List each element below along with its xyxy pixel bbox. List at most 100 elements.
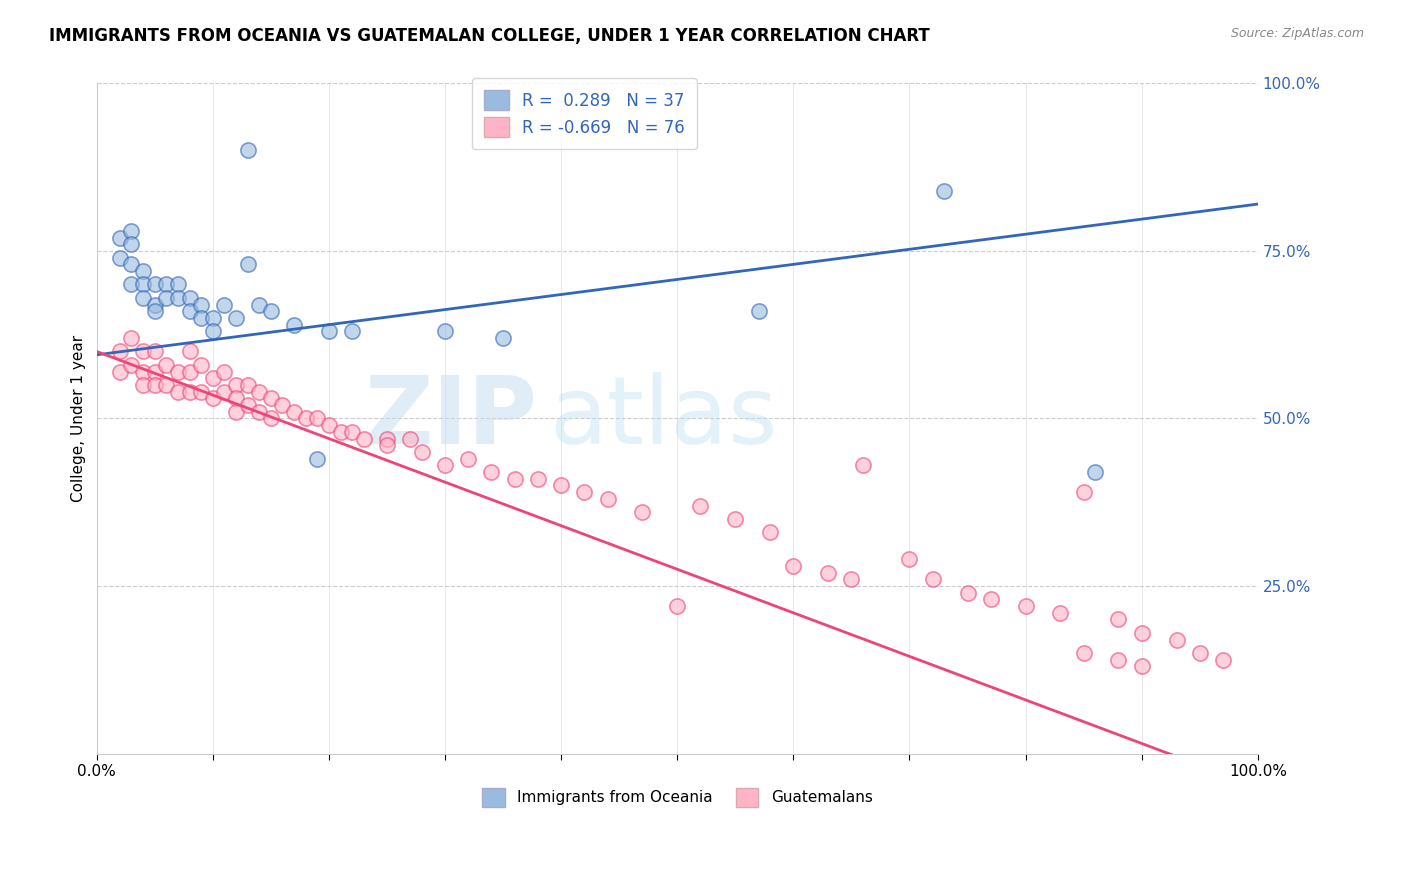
Point bbox=[1073, 485, 1095, 500]
Point bbox=[132, 277, 155, 292]
Point bbox=[132, 365, 155, 379]
Point bbox=[155, 291, 177, 305]
Point bbox=[190, 297, 212, 311]
Point bbox=[375, 438, 398, 452]
Point bbox=[434, 324, 457, 338]
Text: atlas: atlas bbox=[550, 373, 778, 465]
Point bbox=[434, 458, 457, 473]
Point bbox=[179, 344, 201, 359]
Point bbox=[121, 358, 143, 372]
Point bbox=[225, 310, 247, 325]
Y-axis label: College, Under 1 year: College, Under 1 year bbox=[72, 334, 86, 502]
Point bbox=[399, 432, 422, 446]
Point bbox=[143, 277, 166, 292]
Point bbox=[121, 331, 143, 345]
Point bbox=[318, 418, 340, 433]
Point bbox=[492, 331, 515, 345]
Point bbox=[214, 297, 236, 311]
Point bbox=[411, 445, 433, 459]
Point bbox=[167, 277, 190, 292]
Point bbox=[329, 425, 352, 439]
Point bbox=[934, 184, 956, 198]
Point bbox=[201, 310, 224, 325]
Text: ZIP: ZIP bbox=[366, 373, 538, 465]
Point bbox=[260, 392, 283, 406]
Point bbox=[190, 358, 212, 372]
Point bbox=[247, 297, 270, 311]
Point bbox=[457, 451, 479, 466]
Point bbox=[527, 472, 550, 486]
Point bbox=[201, 324, 224, 338]
Point bbox=[179, 365, 201, 379]
Point bbox=[921, 572, 943, 586]
Point bbox=[132, 264, 155, 278]
Point bbox=[143, 378, 166, 392]
Point bbox=[214, 365, 236, 379]
Point bbox=[1166, 632, 1188, 647]
Point bbox=[503, 472, 526, 486]
Point bbox=[155, 378, 177, 392]
Point bbox=[132, 291, 155, 305]
Point bbox=[108, 230, 131, 244]
Point bbox=[307, 451, 329, 466]
Point bbox=[340, 324, 363, 338]
Point bbox=[225, 405, 247, 419]
Point bbox=[841, 572, 863, 586]
Point bbox=[318, 324, 340, 338]
Point bbox=[121, 257, 143, 271]
Point bbox=[574, 485, 596, 500]
Point bbox=[108, 365, 131, 379]
Point bbox=[980, 592, 1002, 607]
Point bbox=[236, 378, 259, 392]
Point bbox=[1049, 606, 1071, 620]
Point bbox=[1073, 646, 1095, 660]
Point bbox=[724, 512, 747, 526]
Point bbox=[1108, 653, 1130, 667]
Point bbox=[340, 425, 363, 439]
Point bbox=[167, 365, 190, 379]
Point bbox=[1014, 599, 1036, 613]
Point bbox=[247, 384, 270, 399]
Point bbox=[143, 304, 166, 318]
Point bbox=[1212, 653, 1234, 667]
Point bbox=[353, 432, 375, 446]
Point bbox=[898, 552, 921, 566]
Point bbox=[956, 585, 979, 599]
Point bbox=[143, 297, 166, 311]
Point bbox=[481, 465, 503, 479]
Point bbox=[143, 365, 166, 379]
Point bbox=[375, 432, 398, 446]
Point bbox=[167, 384, 190, 399]
Point bbox=[167, 291, 190, 305]
Point bbox=[550, 478, 572, 492]
Point bbox=[190, 384, 212, 399]
Point bbox=[1130, 626, 1153, 640]
Point bbox=[225, 392, 247, 406]
Legend: Immigrants from Oceania, Guatemalans: Immigrants from Oceania, Guatemalans bbox=[475, 782, 879, 813]
Point bbox=[666, 599, 689, 613]
Point bbox=[132, 378, 155, 392]
Point bbox=[782, 558, 804, 573]
Point bbox=[121, 224, 143, 238]
Point bbox=[143, 344, 166, 359]
Point bbox=[201, 371, 224, 385]
Point bbox=[155, 277, 177, 292]
Point bbox=[294, 411, 316, 425]
Point bbox=[260, 411, 283, 425]
Point bbox=[283, 318, 305, 332]
Point bbox=[108, 344, 131, 359]
Point bbox=[1108, 613, 1130, 627]
Text: Source: ZipAtlas.com: Source: ZipAtlas.com bbox=[1230, 27, 1364, 40]
Point bbox=[214, 384, 236, 399]
Point bbox=[852, 458, 875, 473]
Point bbox=[759, 525, 782, 540]
Point bbox=[132, 344, 155, 359]
Point bbox=[179, 291, 201, 305]
Point bbox=[1130, 659, 1153, 673]
Text: IMMIGRANTS FROM OCEANIA VS GUATEMALAN COLLEGE, UNDER 1 YEAR CORRELATION CHART: IMMIGRANTS FROM OCEANIA VS GUATEMALAN CO… bbox=[49, 27, 929, 45]
Point bbox=[121, 237, 143, 252]
Point bbox=[225, 378, 247, 392]
Point bbox=[689, 499, 711, 513]
Point bbox=[283, 405, 305, 419]
Point bbox=[271, 398, 294, 412]
